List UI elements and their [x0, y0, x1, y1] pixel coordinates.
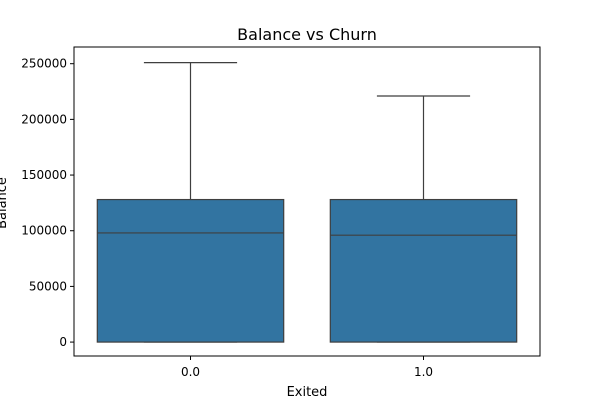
- x-tick-label: 1.0: [414, 365, 433, 379]
- plot-area: 0 50000 100000 150000 200000 250000 0.0 1.0: [21, 46, 541, 379]
- box-1-0: [329, 198, 518, 343]
- y-tick-label: 150000: [21, 168, 67, 182]
- y-tick-label: 250000: [21, 57, 67, 71]
- axes-frame: [73, 46, 541, 357]
- x-axis-label: Exited: [287, 385, 328, 400]
- y-axis-label: Balance: [0, 177, 10, 229]
- y-tick-label: 0: [59, 335, 67, 349]
- chart-title: Balance vs Churn: [237, 25, 377, 44]
- box-0-0: [96, 198, 285, 343]
- y-tick-label: 100000: [21, 224, 67, 238]
- x-tick-label: 0.0: [181, 365, 200, 379]
- y-tick-label: 200000: [21, 112, 67, 126]
- y-tick-label: 50000: [29, 279, 67, 293]
